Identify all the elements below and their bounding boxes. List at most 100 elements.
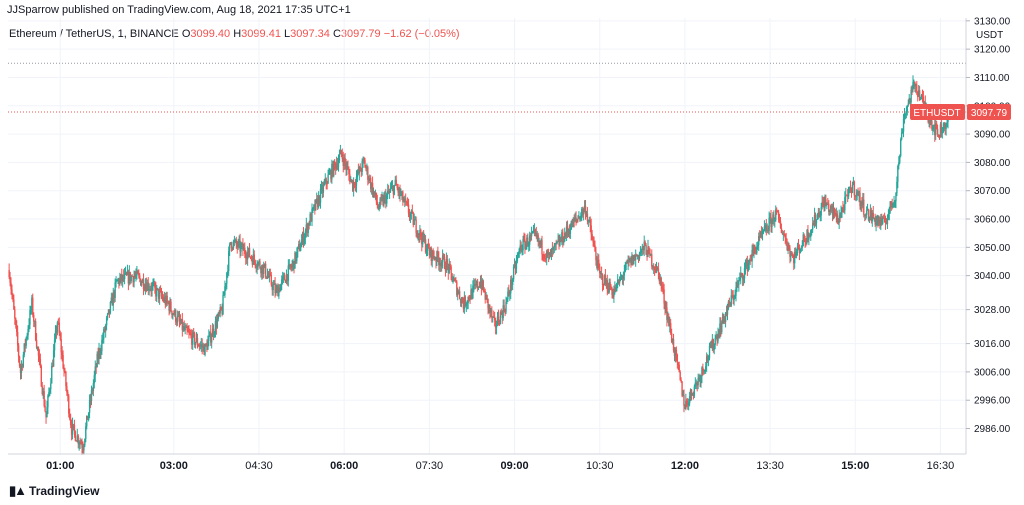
candle-body (551, 248, 554, 250)
candle-body (581, 208, 583, 216)
candle-body (693, 386, 696, 396)
candle-body (675, 349, 678, 355)
candle-body (822, 201, 824, 203)
candle-body (290, 267, 292, 269)
candle-body (809, 235, 811, 237)
candle-body (805, 241, 807, 243)
last-price-tag: ETHUSDT 3097.79 (910, 104, 1011, 121)
candle-body (827, 203, 829, 205)
candle-body (642, 246, 644, 251)
candle-body (346, 166, 348, 170)
candle-body (548, 252, 551, 256)
candle-body (754, 246, 756, 250)
candle-body (461, 298, 464, 303)
candle-body (820, 207, 822, 216)
candle-body (862, 199, 864, 206)
tradingview-footer[interactable]: ▮▲ TradingView (9, 483, 100, 499)
candle-body (392, 186, 395, 195)
candle-body (744, 265, 747, 269)
candle-body (863, 199, 865, 215)
price-axis[interactable]: 3130.003120.003110.003100.003090.003080.… (966, 16, 1011, 435)
candle-body (468, 296, 470, 300)
candle-body (600, 273, 603, 275)
candle-body (922, 96, 925, 104)
candle-body (632, 255, 634, 265)
candle-body (813, 214, 816, 226)
candle-body (503, 305, 505, 311)
candle-body (519, 245, 521, 249)
candle-body (816, 214, 819, 220)
candle-body (389, 188, 392, 192)
candle-body (528, 244, 530, 247)
candle-body (147, 282, 149, 290)
candle-body (171, 310, 173, 316)
candle-body (646, 254, 648, 257)
candle-body (274, 283, 276, 293)
candle-body (836, 213, 838, 223)
candle-body (846, 194, 849, 197)
y-tick-label: 2996.00 (974, 396, 1011, 407)
candle-body (783, 233, 785, 236)
candle-body (373, 191, 376, 195)
candle-body (810, 230, 812, 237)
candle-body (381, 197, 383, 199)
candle-body (152, 284, 154, 286)
candle-body (830, 206, 833, 208)
candle-body (16, 331, 19, 346)
candle-body (326, 183, 328, 185)
candle-body (443, 256, 446, 269)
publisher-header: JJSparrow published on TradingView.com, … (7, 4, 351, 16)
candle-body (575, 217, 577, 219)
candle-body (280, 284, 282, 292)
time-axis[interactable]: 01:00 03:00 04:30 06:00 07:30 09:00 10:30 12:00… (46, 460, 954, 472)
candle-body (69, 413, 71, 419)
candle-body (471, 289, 473, 299)
candle-body (453, 279, 455, 282)
candle-body (205, 344, 207, 346)
candle-body (175, 310, 177, 322)
candle-body (93, 375, 96, 384)
candle-body (598, 259, 600, 267)
candle-body (226, 272, 228, 284)
symbol-name[interactable]: Ethereum / TetherUS, 1, BINANCE (9, 28, 179, 40)
candle-body (355, 176, 358, 186)
candle-body (384, 194, 386, 197)
y-tick-label: 3130.00 (974, 16, 1011, 27)
candle-body (791, 253, 793, 256)
candle-body (310, 214, 312, 222)
candle-body (611, 289, 613, 295)
candle-body (125, 272, 128, 276)
candle-body (475, 281, 478, 286)
candle-body (456, 281, 458, 296)
candle-body (554, 242, 556, 246)
candle-body (588, 220, 591, 222)
candle-body (618, 278, 621, 284)
candle-body (669, 323, 671, 326)
candle-body (742, 278, 745, 280)
candle-body (325, 178, 327, 184)
candle-body (565, 226, 568, 236)
candle-body (795, 251, 798, 256)
candle-body (179, 321, 182, 324)
y-tick-label: 3120.00 (974, 45, 1011, 56)
candle-body (21, 365, 24, 367)
candle-body (339, 150, 342, 155)
candle-body (341, 153, 343, 159)
candle-body (336, 163, 339, 168)
candle-body (364, 160, 366, 168)
candle-body (177, 316, 180, 318)
candle-body (606, 280, 608, 290)
candle-body (42, 391, 44, 395)
candle-body (797, 245, 800, 248)
candle-body (106, 313, 109, 319)
candle-body (473, 284, 475, 286)
candle-body (229, 242, 232, 245)
candle-body (191, 335, 193, 345)
candle-body (320, 186, 323, 189)
candle-body (333, 161, 335, 176)
candle-body (712, 338, 714, 350)
candle-body (222, 295, 224, 315)
candle-body (931, 120, 933, 130)
candle-body (893, 201, 895, 203)
